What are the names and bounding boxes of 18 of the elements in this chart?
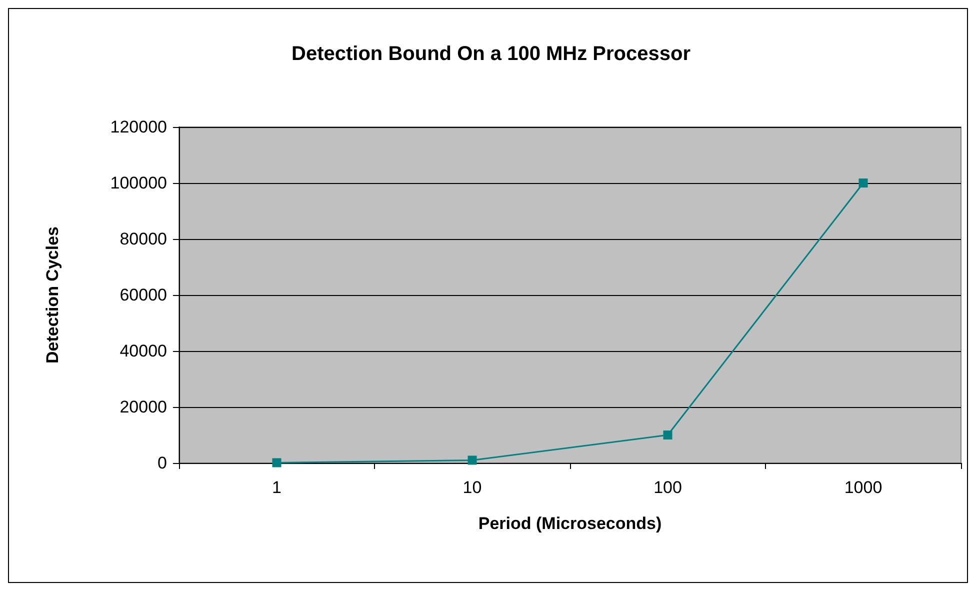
y-axis-title: Detection Cycles <box>43 226 62 364</box>
chart-title: Detection Bound On a 100 MHz Processor <box>292 43 691 65</box>
x-tick-label: 100 <box>654 478 682 497</box>
y-tick-label: 0 <box>158 454 167 472</box>
x-tick-label: 1 <box>272 478 282 497</box>
y-tick-label: 100000 <box>110 174 167 192</box>
y-tick-label: 80000 <box>120 230 167 248</box>
point <box>858 178 868 188</box>
x-tick-label: 10 <box>462 478 482 497</box>
point <box>663 430 672 440</box>
y-tick-label: 60000 <box>120 286 167 304</box>
x-axis-title: Period (Microseconds) <box>478 514 662 533</box>
point <box>468 456 477 465</box>
y-tick-label: 20000 <box>120 398 167 416</box>
point <box>272 458 282 468</box>
y-tick-label: 40000 <box>120 342 167 360</box>
y-tick-label: 120000 <box>110 118 167 136</box>
x-tick-label: 1000 <box>844 478 882 497</box>
